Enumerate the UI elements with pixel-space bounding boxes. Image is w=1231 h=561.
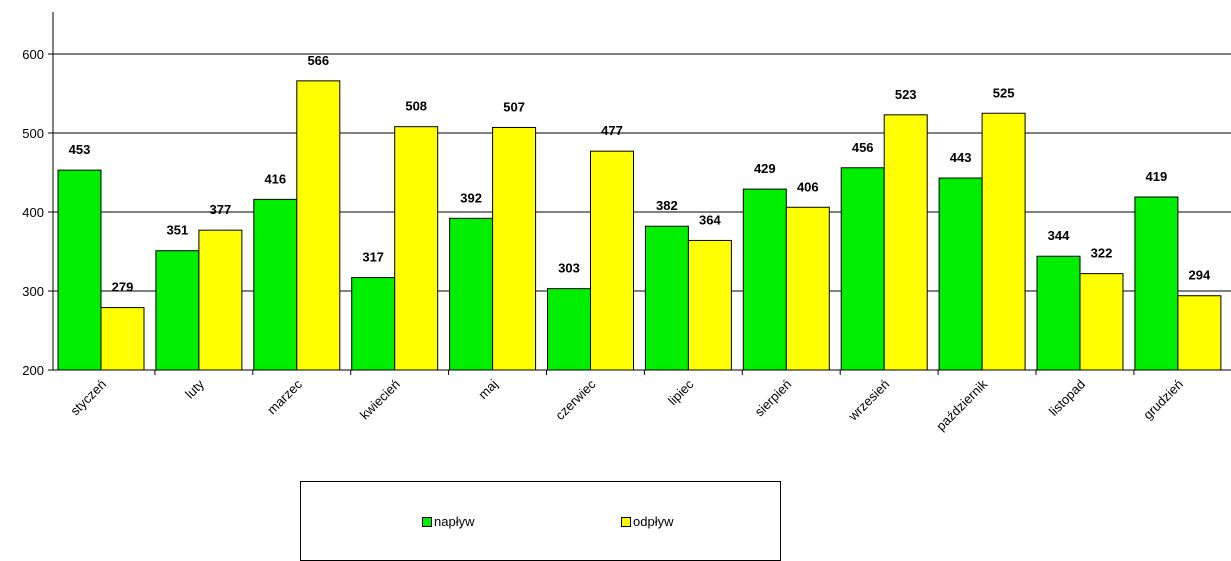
- data-label: 382: [656, 198, 678, 213]
- x-tick-label: marzec: [264, 376, 305, 417]
- data-labels: 453 279 351 377 416 566 317 508 392 507 303 477 382 3…: [69, 53, 1211, 295]
- data-label: 303: [558, 261, 580, 276]
- y-tick-label: 500: [22, 126, 44, 141]
- data-label: 419: [1146, 169, 1168, 184]
- gridlines: [53, 53, 1231, 292]
- bars: [57, 80, 1222, 371]
- bar-naplyw: [253, 198, 298, 371]
- data-label: 566: [307, 53, 329, 68]
- axes: [48, 12, 1231, 375]
- bar-naplyw: [644, 225, 689, 371]
- legend-item-odplyw: odpływ: [621, 514, 673, 529]
- bar-naplyw: [938, 177, 983, 371]
- bar-odplyw: [492, 126, 537, 371]
- legend-label-naplyw: napływ: [434, 514, 475, 529]
- y-tick-label: 400: [22, 205, 44, 220]
- data-label: 456: [852, 140, 874, 155]
- bar-odplyw: [785, 206, 830, 371]
- data-label: 392: [460, 190, 482, 205]
- data-label: 443: [950, 150, 972, 165]
- y-tick-labels: 200 300 400 500 600: [22, 47, 44, 378]
- bar-odplyw: [1177, 295, 1222, 371]
- data-label: 453: [69, 142, 91, 157]
- legend: napływ odpływ: [300, 481, 781, 561]
- bar-naplyw: [547, 288, 591, 371]
- data-label: 416: [264, 171, 286, 186]
- bar-odplyw: [1079, 273, 1124, 371]
- x-tick-label: grudzień: [1140, 377, 1186, 423]
- bar-odplyw: [198, 229, 243, 371]
- data-label: 523: [895, 87, 917, 102]
- x-tick-label: czerwiec: [552, 376, 599, 423]
- bar-odplyw: [100, 307, 145, 371]
- data-label: 406: [797, 179, 819, 194]
- bar-chart: 453 279 351 377 416 566 317 508 392 507 303 477 382 3…: [22, 12, 1231, 434]
- data-label: 477: [601, 123, 623, 138]
- bar-naplyw: [742, 188, 787, 371]
- data-label: 377: [210, 202, 232, 217]
- data-label: 351: [167, 223, 189, 238]
- data-label: 429: [754, 161, 776, 176]
- x-tick-label: wrzesień: [845, 377, 893, 425]
- x-tick-label: listopad: [1046, 377, 1088, 419]
- data-label: 364: [699, 212, 721, 227]
- bar-odplyw: [687, 239, 732, 371]
- data-label: 507: [503, 99, 525, 114]
- x-tick-label: maj: [475, 376, 500, 401]
- y-tick-label: 200: [22, 363, 44, 378]
- bar-odplyw: [981, 112, 1026, 371]
- x-tick-label: luty: [182, 376, 207, 401]
- data-label: 525: [993, 85, 1015, 100]
- bar-naplyw: [155, 250, 200, 371]
- bar-odplyw: [394, 126, 439, 371]
- bar-naplyw: [840, 167, 885, 371]
- legend-swatch-naplyw: [422, 516, 432, 527]
- data-label: 294: [1189, 268, 1211, 283]
- x-tick-label: styczeń: [67, 377, 109, 419]
- x-tick-label: sierpień: [752, 377, 795, 420]
- bar-odplyw: [296, 80, 341, 371]
- y-tick-label: 600: [22, 47, 44, 62]
- bar-naplyw: [449, 217, 494, 371]
- legend-item-naplyw: napływ: [422, 514, 474, 529]
- data-label: 279: [112, 280, 134, 295]
- data-label: 317: [362, 250, 384, 265]
- bar-odplyw: [590, 150, 634, 371]
- bar-naplyw: [351, 277, 396, 371]
- x-tick-label: październik: [933, 376, 990, 433]
- x-tick-label: lipiec: [665, 376, 697, 408]
- bar-naplyw: [1036, 255, 1081, 371]
- x-tick-labels: styczeń luty marzec kwiecień maj czerwiec lipi…: [67, 376, 1186, 433]
- bar-odplyw: [883, 114, 928, 371]
- bar-naplyw: [1134, 196, 1179, 371]
- data-label: 508: [405, 99, 427, 114]
- y-tick-label: 300: [22, 284, 44, 299]
- legend-label-odplyw: odpływ: [633, 514, 674, 529]
- data-label: 322: [1091, 246, 1113, 261]
- bar-naplyw: [57, 169, 102, 371]
- x-tick-label: kwiecień: [357, 377, 403, 423]
- legend-swatch-odplyw: [621, 516, 631, 527]
- data-label: 344: [1048, 228, 1070, 243]
